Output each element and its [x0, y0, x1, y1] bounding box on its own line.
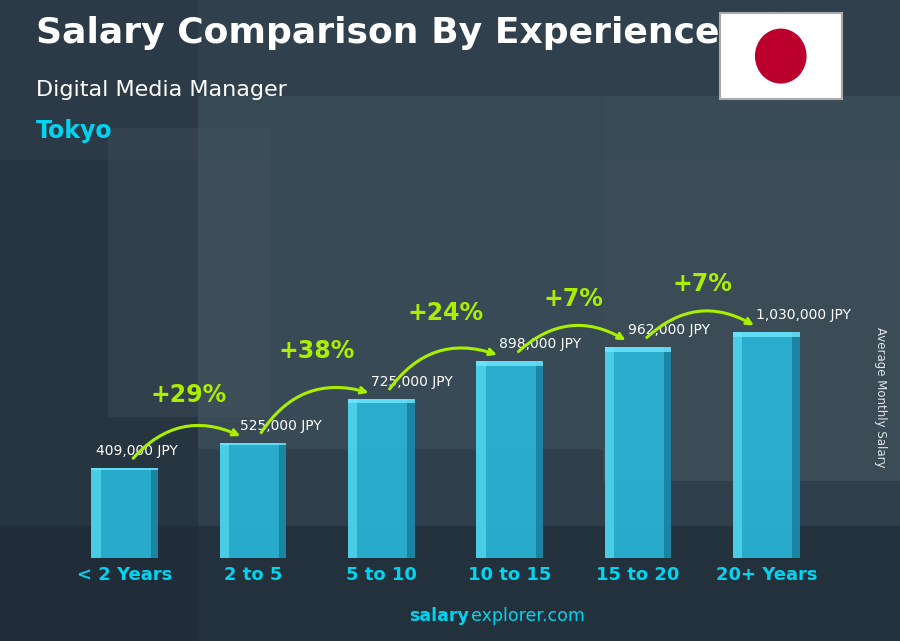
Bar — [91, 468, 101, 558]
Circle shape — [756, 29, 806, 83]
Bar — [476, 362, 486, 558]
Text: Tokyo: Tokyo — [36, 119, 112, 142]
Text: Salary Comparison By Experience: Salary Comparison By Experience — [36, 16, 719, 50]
Text: +7%: +7% — [544, 287, 604, 312]
Bar — [348, 399, 415, 403]
Text: 409,000 JPY: 409,000 JPY — [96, 444, 178, 458]
Bar — [603, 96, 900, 481]
Bar — [348, 399, 415, 558]
Text: 1,030,000 JPY: 1,030,000 JPY — [756, 308, 851, 322]
Text: 962,000 JPY: 962,000 JPY — [628, 323, 710, 337]
Bar — [279, 443, 286, 558]
Text: Average Monthly Salary: Average Monthly Salary — [874, 327, 886, 468]
Bar — [150, 468, 158, 558]
Bar — [792, 333, 800, 558]
Bar — [476, 362, 543, 365]
Bar — [108, 128, 270, 417]
Bar — [220, 443, 286, 558]
Bar — [0, 0, 198, 641]
Bar — [664, 347, 671, 558]
Text: salary: salary — [410, 607, 470, 625]
Bar — [198, 96, 603, 449]
Text: 898,000 JPY: 898,000 JPY — [500, 337, 581, 351]
Text: 525,000 JPY: 525,000 JPY — [240, 419, 322, 433]
Bar — [605, 347, 671, 352]
Bar — [605, 347, 671, 558]
Text: explorer.com: explorer.com — [471, 607, 585, 625]
Text: +38%: +38% — [279, 339, 356, 363]
Text: +7%: +7% — [672, 272, 733, 296]
Bar — [536, 362, 543, 558]
Text: Digital Media Manager: Digital Media Manager — [36, 80, 287, 100]
Bar — [733, 333, 742, 558]
Bar — [605, 347, 614, 558]
Bar — [348, 399, 357, 558]
Bar — [220, 443, 286, 445]
Bar — [408, 399, 415, 558]
Text: 725,000 JPY: 725,000 JPY — [371, 375, 453, 389]
Bar — [91, 468, 158, 470]
Bar — [0, 526, 900, 641]
Bar — [476, 362, 543, 558]
Bar — [0, 0, 900, 160]
Text: +29%: +29% — [150, 383, 227, 407]
Bar — [733, 333, 800, 337]
Bar — [733, 333, 800, 558]
Bar — [220, 443, 229, 558]
Bar — [91, 468, 158, 558]
Text: +24%: +24% — [408, 301, 483, 325]
